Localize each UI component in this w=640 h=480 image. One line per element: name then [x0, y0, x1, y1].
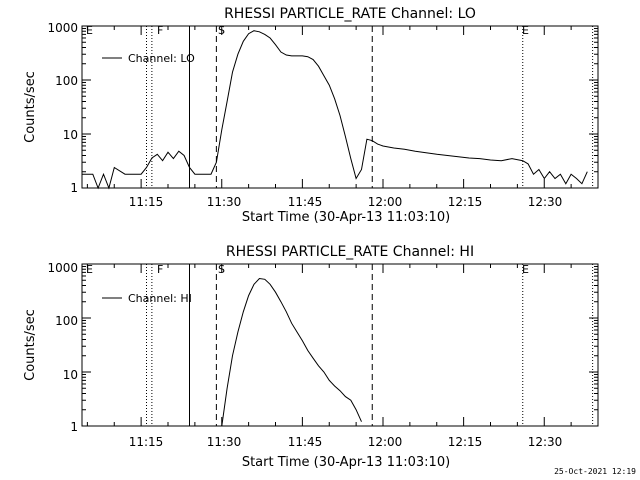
hi-plot-frame — [81, 263, 599, 427]
hi-y-axis — [82, 265, 598, 427]
lo-x-tick-label-1145: 11:45 — [288, 195, 323, 209]
lo-x-tick-label-1200: 12:00 — [368, 195, 403, 209]
lo-y-axis-label: Counts/sec — [23, 71, 38, 143]
hi-x-tick-label-1230: 12:30 — [528, 435, 563, 449]
lo-y-tick-label-10: 10 — [63, 128, 78, 142]
hi-marker-label-f: F — [157, 263, 163, 276]
lo-y-tick-label-1: 1 — [70, 181, 78, 195]
lo-y-tick-label-1000: 1000 — [47, 21, 78, 35]
hi-legend-label: Channel: HI — [128, 292, 192, 305]
hi-panel: RHESSI PARTICLE_RATE Channel: HI 1000 10… — [23, 244, 599, 470]
hi-x-tick-label-1145: 11:45 — [288, 435, 323, 449]
lo-x-tick-label-1215: 12:15 — [448, 195, 483, 209]
hi-x-axis — [86, 264, 599, 426]
hi-chart-title: RHESSI PARTICLE_RATE Channel: HI — [226, 244, 474, 260]
hi-y-tick-label-10: 10 — [63, 368, 78, 382]
hi-marker-label-e: E — [522, 263, 529, 276]
lo-x-tick-label-1115: 11:15 — [129, 195, 164, 209]
lo-x-tick-label-1130: 11:30 — [207, 195, 242, 209]
hi-x-tick-label-1215: 12:15 — [448, 435, 483, 449]
lo-marker-label-f: F — [157, 24, 163, 37]
lo-x-tick-label-1230: 12:30 — [528, 195, 563, 209]
lo-plot-frame — [81, 25, 599, 189]
lo-y-tick-label-100: 100 — [55, 74, 78, 88]
hi-marker-label-s: S — [218, 263, 225, 276]
lo-x-axis-label: Start Time (30-Apr-13 11:03:10) — [242, 210, 450, 225]
lo-x-axis — [86, 26, 599, 188]
lo-event-lines — [146, 26, 594, 188]
hi-y-tick-label-1: 1 — [70, 420, 78, 434]
footer-timestamp: 25-Oct-2021 12:19 — [554, 467, 636, 476]
hi-x-axis-label: Start Time (30-Apr-13 11:03:10) — [242, 455, 450, 470]
lo-marker-label-s: S — [218, 24, 225, 37]
hi-x-tick-label-1115: 11:15 — [129, 435, 164, 449]
hi-y-tick-label-100: 100 — [55, 314, 78, 328]
hi-start-marker-label: E — [86, 263, 93, 276]
lo-marker-label-e: E — [522, 24, 529, 37]
lo-chart-title: RHESSI PARTICLE_RATE Channel: LO — [224, 6, 476, 22]
lo-series-line — [82, 30, 588, 190]
lo-y-axis — [82, 27, 598, 189]
hi-y-axis-label: Counts/sec — [23, 309, 38, 381]
hi-x-tick-label-1200: 12:00 — [368, 435, 403, 449]
hi-event-lines — [146, 264, 594, 426]
lo-legend-label: Channel: LO — [128, 52, 195, 65]
lo-start-marker-label: E — [86, 24, 93, 37]
hi-y-tick-label-1000: 1000 — [47, 261, 78, 275]
lo-panel: RHESSI PARTICLE_RATE Channel: LO 1000 10… — [23, 6, 599, 225]
hi-series-line — [221, 277, 362, 427]
hi-x-tick-label-1130: 11:30 — [207, 435, 242, 449]
